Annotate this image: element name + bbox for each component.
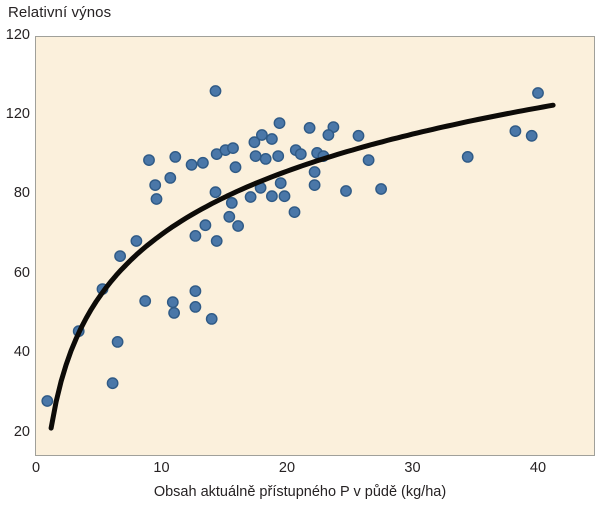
data-point <box>244 191 257 203</box>
data-point <box>259 153 272 165</box>
data-point <box>225 196 238 209</box>
data-point <box>209 186 222 199</box>
data-point <box>278 190 291 203</box>
data-point <box>185 158 198 171</box>
data-point <box>114 250 127 263</box>
x-axis-label: Obsah aktuálně přístupného P v půdě (kg/… <box>153 484 447 500</box>
data-point <box>249 150 262 163</box>
data-point <box>525 129 538 142</box>
data-point <box>362 154 375 167</box>
data-point <box>273 117 286 130</box>
data-point <box>189 285 202 298</box>
y-tick-label: 120 <box>5 26 30 43</box>
data-point <box>232 220 245 232</box>
x-tick-label: 20 <box>278 460 296 476</box>
data-point <box>294 148 307 161</box>
data-point <box>322 129 335 141</box>
data-point <box>168 306 181 319</box>
data-point <box>143 154 155 167</box>
data-point <box>149 179 162 192</box>
data-point <box>196 156 209 169</box>
data-point <box>255 129 268 141</box>
data-point <box>130 235 143 247</box>
data-point <box>229 161 242 174</box>
data-point <box>209 85 222 97</box>
y-tick-label: 60 <box>13 264 30 281</box>
scatter-plot <box>41 85 556 431</box>
data-point <box>272 150 285 163</box>
y-tick-label: 80 <box>13 185 30 202</box>
data-point <box>189 300 202 313</box>
data-point <box>210 235 223 247</box>
data-point <box>303 122 316 134</box>
x-tick-label: 10 <box>153 460 170 476</box>
chart-title: Relativní výnos <box>8 4 112 21</box>
data-point <box>340 185 352 197</box>
data-point <box>265 190 278 203</box>
x-tick-label: 0 <box>31 460 41 476</box>
y-tick-label: 40 <box>13 344 30 361</box>
data-point <box>509 125 522 138</box>
plot-area-background <box>35 36 595 456</box>
y-tick-label: 20 <box>13 423 30 440</box>
data-point <box>265 133 278 145</box>
data-point <box>41 395 54 407</box>
data-point <box>199 219 212 232</box>
data-point <box>352 129 365 142</box>
data-point <box>169 151 182 163</box>
data-point <box>248 136 261 149</box>
data-point <box>106 377 119 390</box>
trend-curve <box>48 102 556 431</box>
y-tick-label: 120 <box>5 105 30 122</box>
data-point <box>223 210 236 223</box>
data-point <box>308 179 321 192</box>
data-point <box>308 166 321 178</box>
data-point <box>288 206 301 219</box>
x-tick-label: 40 <box>529 460 547 476</box>
data-point <box>189 229 202 242</box>
data-point <box>205 312 218 325</box>
data-point <box>375 183 387 195</box>
data-point <box>461 151 474 163</box>
data-point <box>164 171 177 184</box>
data-point <box>150 193 163 205</box>
data-point <box>166 296 179 309</box>
data-point <box>227 142 239 155</box>
x-tick-label: 30 <box>404 460 421 476</box>
data-point <box>274 177 287 190</box>
data-point <box>111 335 124 348</box>
data-point <box>532 87 544 99</box>
data-point <box>139 295 152 307</box>
